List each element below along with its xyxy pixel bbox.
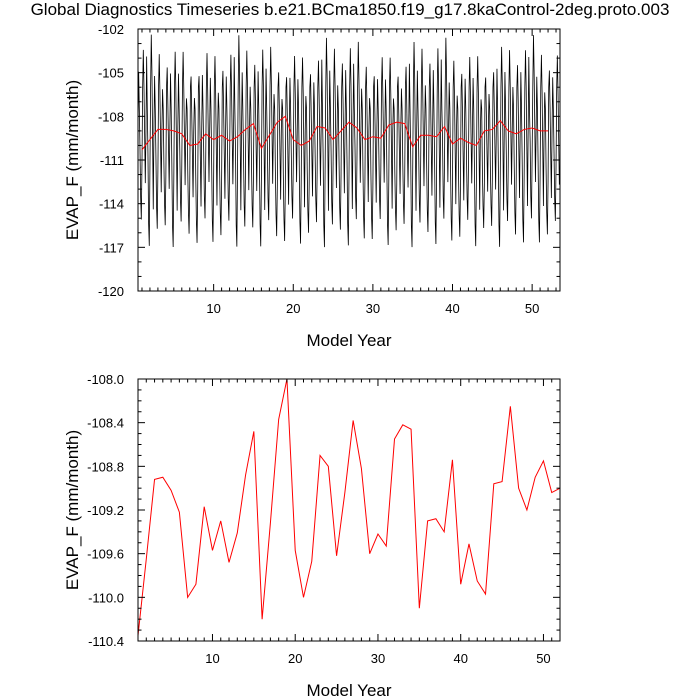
y-axis-title: EVAP_F (mm/month) [63,80,82,240]
x-tick-label: 50 [525,301,539,316]
chart-title: Global Diagnostics Timeseries b.e21.BCma… [30,0,670,19]
x-tick-label: 20 [286,301,300,316]
x-tick-label: 30 [371,651,385,666]
y-tick-label: -105 [98,66,124,81]
y-tick-label: -109.2 [87,503,124,518]
y-tick-label: -102 [98,22,124,37]
bottom-annual-plot: 10 20 30 40 50 -110.4 -110.0 -109.6 -109.2 -108.8… [63,372,561,700]
x-tick-label: 20 [288,651,302,666]
annual-series-line [141,115,549,151]
x-axis-title: Model Year [306,681,391,700]
y-tick-label: -108.8 [87,459,124,474]
x-tick-label: 40 [453,651,467,666]
y-tick-label: -108.4 [87,416,124,431]
y-tick-label: -120 [98,284,124,299]
y-tick-label: -114 [99,197,124,212]
x-axis-title: Model Year [306,331,391,350]
x-tick-label: 10 [205,651,219,666]
y-tick-label: -110.4 [88,634,124,649]
annual-series-line [138,379,560,636]
x-tick-label: 50 [536,651,550,666]
y-tick-label: -111 [100,153,124,168]
monthly-series-line [138,34,560,248]
x-tick-label: 30 [366,301,380,316]
y-tick-label: -108.0 [87,372,124,387]
x-tick-label: 40 [445,301,459,316]
y-tick-label: -108 [98,109,124,124]
y-axis-title: EVAP_F (mm/month) [63,430,82,590]
top-timeseries-plot: 10 20 30 40 50 -120 -117 -114 -111 -108 -105 -102 Mo… [63,22,561,350]
y-tick-label: -117 [99,240,124,255]
y-tick-label: -109.6 [87,547,124,562]
y-tick-label: -110.0 [88,590,124,605]
x-tick-label: 10 [206,301,220,316]
plot-frame [137,378,561,642]
